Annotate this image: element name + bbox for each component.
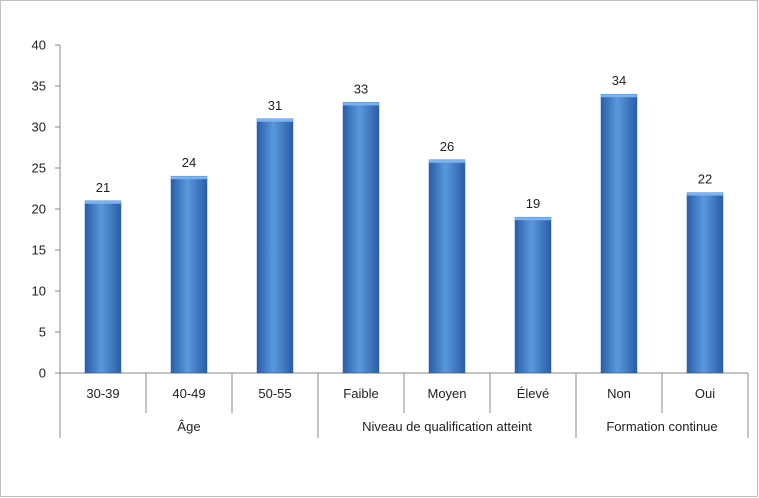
bar [686, 192, 724, 374]
bar-top-highlight [429, 159, 465, 163]
bar-top-highlight [601, 94, 637, 98]
y-tick-label: 30 [32, 120, 46, 135]
group-label: Formation continue [606, 419, 717, 434]
bar-top-highlight [85, 200, 121, 204]
category-label: Moyen [427, 386, 466, 401]
bar [170, 175, 208, 374]
y-tick-label: 20 [32, 202, 46, 217]
y-tick-label: 35 [32, 79, 46, 94]
data-label: 24 [182, 155, 196, 170]
y-tick-label: 0 [39, 366, 46, 381]
data-label: 33 [354, 81, 368, 96]
y-tick-label: 25 [32, 161, 46, 176]
data-label: 19 [526, 196, 540, 211]
data-label: 34 [612, 73, 626, 88]
bar-top-highlight [171, 176, 207, 180]
bar-top-highlight [687, 192, 723, 196]
bar [428, 159, 466, 374]
bar-top-highlight [515, 217, 551, 221]
bar [84, 200, 122, 374]
group-label: Niveau de qualification atteint [362, 419, 532, 434]
category-label: Oui [695, 386, 715, 401]
category-label: Non [607, 386, 631, 401]
bar [600, 93, 638, 374]
y-tick-label: 40 [32, 38, 46, 53]
y-tick-label: 10 [32, 284, 46, 299]
y-tick-label: 5 [39, 325, 46, 340]
category-label: Élevé [517, 386, 550, 401]
data-label: 22 [698, 172, 712, 187]
category-label: Faible [343, 386, 378, 401]
category-label: 40-49 [172, 386, 205, 401]
category-label: 50-55 [258, 386, 291, 401]
bar [342, 102, 380, 374]
bar-top-highlight [343, 102, 379, 106]
y-tick-label: 15 [32, 243, 46, 258]
bars [84, 93, 724, 374]
bar [256, 118, 294, 374]
bar [514, 216, 552, 374]
data-label: 21 [96, 180, 110, 195]
category-label: 30-39 [86, 386, 119, 401]
bar-top-highlight [257, 118, 293, 122]
data-labels: 21 30-39 24 40-49 31 50-55 33 Faible 26 Moyen 19 Él… [86, 73, 717, 434]
axes: 0 5 10 15 20 25 30 35 40 [32, 38, 749, 438]
data-label: 26 [440, 139, 454, 154]
data-label: 31 [268, 98, 282, 113]
group-label: Âge [177, 419, 200, 434]
